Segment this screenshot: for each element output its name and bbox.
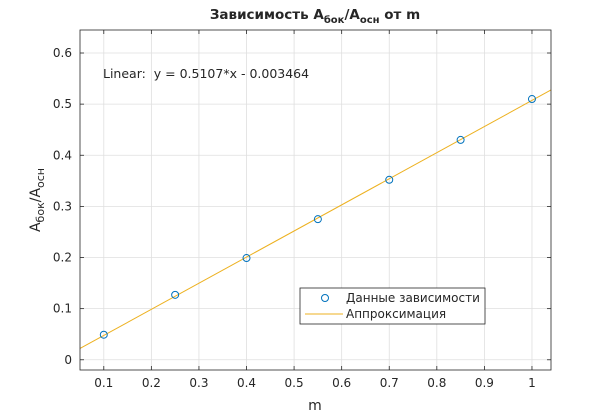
data-points xyxy=(99,95,536,339)
x-tick-label: 0.2 xyxy=(142,376,161,390)
fit-annotation: Linear: y = 0.5107*x - 0.003464 xyxy=(103,66,309,81)
ticks xyxy=(80,30,551,370)
x-tick-label: 1 xyxy=(528,376,536,390)
x-tick-label: 0.8 xyxy=(427,376,446,390)
x-tick-label: 0.7 xyxy=(380,376,399,390)
y-tick-label: 0.2 xyxy=(53,251,72,265)
legend: Данные зависимости Аппроксимация xyxy=(299,287,486,325)
data-point xyxy=(527,95,536,104)
grid xyxy=(80,30,551,370)
x-tick-label: 0.1 xyxy=(94,376,113,390)
chart-title: Зависимость Aбок/Aосн от m xyxy=(210,7,420,26)
data-point xyxy=(242,254,251,263)
fit-line xyxy=(79,89,552,349)
data-point xyxy=(456,135,465,144)
y-tick-label: 0.5 xyxy=(53,97,72,111)
x-tick-label: 0.6 xyxy=(332,376,351,390)
y-tick-label: 0 xyxy=(64,353,72,367)
y-tick-label: 0.4 xyxy=(53,148,72,162)
legend-label-fit: Аппроксимация xyxy=(346,307,446,321)
data-point xyxy=(313,215,322,224)
legend-label-data: Данные зависимости xyxy=(346,291,480,305)
x-tick-label: 0.5 xyxy=(285,376,304,390)
x-axis-label: m xyxy=(308,398,322,414)
x-tick-label: 0.4 xyxy=(237,376,256,390)
data-point xyxy=(385,175,394,184)
fit-line-group xyxy=(79,89,552,349)
tick-labels: 0.1 0.2 0.3 0.4 0.5 0.6 0.7 0.8 0.9 1 0 0.1 0.2 0.3 0.… xyxy=(53,46,536,390)
legend-box xyxy=(299,287,486,325)
legend-marker-data xyxy=(321,294,329,302)
data-point xyxy=(171,290,180,299)
y-tick-label: 0.6 xyxy=(53,46,72,60)
y-axis-label: Aбок/Aосн xyxy=(28,168,47,232)
y-tick-label: 0.3 xyxy=(53,199,72,213)
x-tick-label: 0.3 xyxy=(189,376,208,390)
y-tick-label: 0.1 xyxy=(53,302,72,316)
x-tick-label: 0.9 xyxy=(475,376,494,390)
plot-frame xyxy=(79,29,552,371)
data-point xyxy=(99,330,108,339)
